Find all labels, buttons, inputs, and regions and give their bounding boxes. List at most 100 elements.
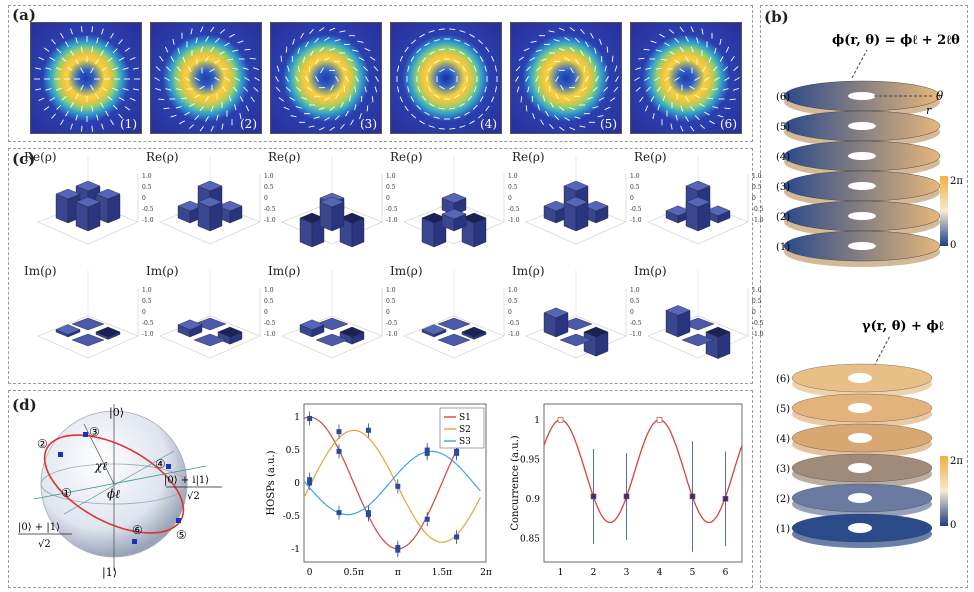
re-bar-chart-6: Re(ρ) 1.0 0.5 0 -0.5 -1.0 bbox=[628, 150, 768, 260]
svg-text:0: 0 bbox=[752, 195, 756, 202]
re-bar-chart-3: Re(ρ) 1.0 0.5 0 -0.5 -1.0 bbox=[262, 150, 402, 260]
svg-text:-1.0: -1.0 bbox=[142, 217, 154, 224]
re-label: Re(ρ) bbox=[512, 150, 545, 164]
colorbar-max-bottom: 2π bbox=[950, 456, 963, 467]
hosps-point-S3 bbox=[365, 510, 371, 516]
colorbar-max: 2π bbox=[950, 176, 963, 187]
re-bar-chart-1: Re(ρ) 1.0 0.5 0 -0.5 -1.0 bbox=[18, 150, 158, 260]
point-3 bbox=[83, 432, 88, 437]
point-5 bbox=[176, 518, 181, 523]
hosps-point-S3 bbox=[336, 510, 342, 516]
layer-label-bottom: (4) bbox=[776, 434, 790, 445]
im-bar-chart-1: Im(ρ) 1.0 0.5 0 -0.5 -1.0 bbox=[18, 264, 158, 374]
svg-text:0: 0 bbox=[630, 309, 634, 316]
panel-d-frame bbox=[8, 390, 753, 588]
re-label: Re(ρ) bbox=[24, 150, 57, 164]
colorbar-bottom bbox=[940, 456, 948, 526]
im-bar-chart-3: Im(ρ) 1.0 0.5 0 -0.5 -1.0 bbox=[262, 264, 402, 374]
label-pt4: ④ bbox=[155, 457, 166, 471]
svg-text:-0.5: -0.5 bbox=[508, 206, 520, 213]
hosps-legend-item: S3 bbox=[459, 437, 471, 447]
svg-text:0: 0 bbox=[630, 195, 634, 202]
hosps-ytick: 1 bbox=[294, 413, 300, 423]
hosps-curve-S2 bbox=[303, 429, 481, 543]
poincare-sphere: |0⟩ |1⟩ ① ② ③ ④ ⑤ ⑥ χℓ ϕℓ |0⟩ + i|1⟩ √2 … bbox=[18, 404, 222, 580]
conc-ytick: 0.95 bbox=[520, 455, 540, 465]
svg-text:0.5: 0.5 bbox=[264, 298, 274, 305]
hosps-point-S3 bbox=[395, 483, 401, 489]
conc-ylabel: Concurrence (a.u.) bbox=[510, 435, 521, 530]
panel-b-stack: ϕ(r, θ) = ϕℓ + 2ℓθ (6) (5) (4) (3) (2) (1) θr 2π… bbox=[776, 33, 963, 548]
re-label: Re(ρ) bbox=[634, 150, 667, 164]
label-state-left-den: √2 bbox=[38, 539, 51, 550]
re-bar-chart-4: Re(ρ) 1.0 0.5 0 -0.5 -1.0 bbox=[384, 150, 524, 260]
svg-text:0.5: 0.5 bbox=[630, 298, 640, 305]
hosps-legend-item: S1 bbox=[459, 413, 471, 423]
svg-text:-1.0: -1.0 bbox=[752, 217, 764, 224]
hosps-ytick: -0.5 bbox=[283, 512, 301, 522]
layer-label-bottom: (5) bbox=[776, 404, 790, 415]
im-label: Im(ρ) bbox=[634, 264, 667, 278]
mode-image-6: (6) bbox=[630, 22, 742, 134]
colorbar-min: 0 bbox=[950, 240, 956, 251]
hosps-point-S2 bbox=[454, 534, 460, 540]
label-pt3: ③ bbox=[89, 425, 100, 439]
svg-text:0: 0 bbox=[264, 309, 268, 316]
panel-label-b: (b) bbox=[764, 8, 789, 26]
hosps-curve-S3 bbox=[303, 450, 481, 516]
conc-point bbox=[722, 496, 729, 502]
panel-b-frame bbox=[760, 5, 968, 588]
svg-text:-1.0: -1.0 bbox=[508, 217, 520, 224]
svg-text:-1.0: -1.0 bbox=[264, 331, 276, 338]
im-label: Im(ρ) bbox=[146, 264, 179, 278]
conc-curve bbox=[543, 419, 743, 524]
hosps-point-S3 bbox=[424, 450, 430, 456]
label-chi: χℓ bbox=[94, 459, 107, 473]
svg-text:-0.5: -0.5 bbox=[142, 206, 154, 213]
top-formula: ϕ(r, θ) = ϕℓ + 2ℓθ bbox=[832, 33, 960, 48]
theta-label: θ bbox=[936, 89, 944, 103]
svg-text:0.5: 0.5 bbox=[386, 298, 396, 305]
hosps-xtick: π bbox=[395, 568, 401, 578]
conc-xtick: 2 bbox=[591, 568, 597, 578]
svg-text:-1.0: -1.0 bbox=[752, 331, 764, 338]
svg-text:1.0: 1.0 bbox=[142, 173, 152, 180]
svg-text:1.0: 1.0 bbox=[508, 287, 518, 294]
svg-text:0.5: 0.5 bbox=[508, 298, 518, 305]
im-label: Im(ρ) bbox=[24, 264, 57, 278]
hosps-point-S3 bbox=[307, 477, 313, 483]
conc-xtick: 1 bbox=[558, 568, 564, 578]
svg-text:-1.0: -1.0 bbox=[142, 331, 154, 338]
layer-label: (5) bbox=[776, 122, 790, 133]
layer-label: (4) bbox=[776, 152, 790, 163]
colorbar-min-bottom: 0 bbox=[950, 520, 956, 531]
svg-text:-0.5: -0.5 bbox=[752, 206, 764, 213]
svg-text:0: 0 bbox=[508, 195, 512, 202]
svg-text:0.5: 0.5 bbox=[264, 184, 274, 191]
label-state-right-den: √2 bbox=[187, 491, 200, 502]
svg-text:0: 0 bbox=[142, 195, 146, 202]
svg-text:0.5: 0.5 bbox=[752, 298, 762, 305]
mode-image-2: (2) bbox=[150, 22, 262, 134]
hosps-point-S2 bbox=[395, 547, 401, 553]
im-label: Im(ρ) bbox=[512, 264, 545, 278]
label-state-right-num: |0⟩ + i|1⟩ bbox=[164, 475, 209, 486]
svg-text:1.0: 1.0 bbox=[630, 173, 640, 180]
hosps-point-S2 bbox=[336, 429, 342, 435]
svg-text:1.0: 1.0 bbox=[264, 287, 274, 294]
concurrence-chart: 1 2 3 4 5 6 1 0.95 0.9 0.85 Concurrence (a.u.) bbox=[510, 403, 743, 578]
layer-label-bottom: (2) bbox=[776, 494, 790, 505]
svg-text:0: 0 bbox=[752, 309, 756, 316]
layer-label: (3) bbox=[776, 182, 790, 193]
panel-label-a: (a) bbox=[12, 6, 36, 24]
im-label: Im(ρ) bbox=[390, 264, 423, 278]
panel-label-c: (c) bbox=[12, 150, 36, 168]
conc-xtick: 4 bbox=[657, 568, 663, 578]
layer-label-bottom: (3) bbox=[776, 464, 790, 475]
label-pt2: ② bbox=[37, 437, 48, 451]
svg-text:1.0: 1.0 bbox=[752, 287, 762, 294]
im-label: Im(ρ) bbox=[268, 264, 301, 278]
mode-image-3: (3) bbox=[270, 22, 382, 134]
svg-text:0.5: 0.5 bbox=[386, 184, 396, 191]
svg-text:1.0: 1.0 bbox=[508, 173, 518, 180]
